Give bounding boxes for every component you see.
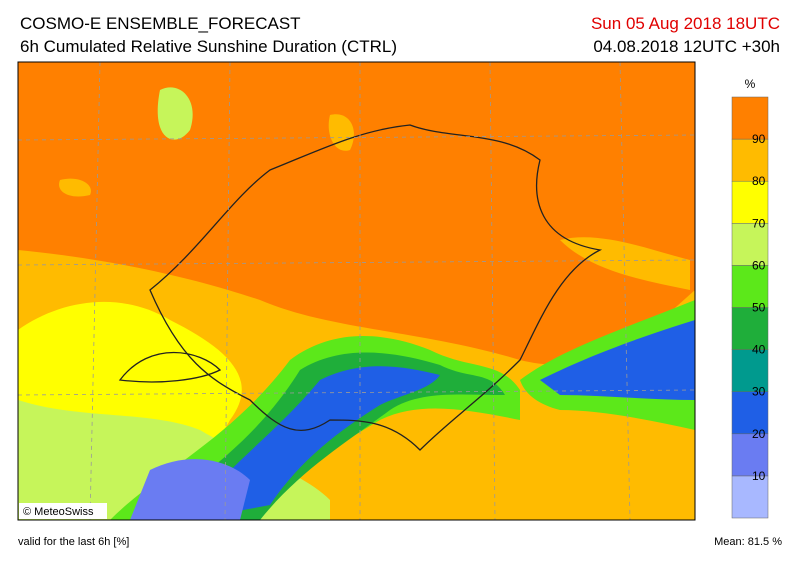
borders [118, 124, 603, 451]
colorbar-tick-label: 10 [752, 469, 766, 483]
subtitle: 6h Cumulated Relative Sunshine Duration … [20, 37, 397, 56]
colorbar-segment [731, 223, 769, 266]
colorbar-tick-label: 80 [752, 174, 766, 188]
colorbar-segment [731, 349, 769, 392]
colorbar-segment [731, 433, 769, 477]
colorbar-segment [731, 180, 769, 224]
footer-note: valid for the last 6h [%] [18, 536, 129, 548]
map-frame [17, 61, 696, 521]
colorbar-tick-label: 70 [752, 216, 766, 230]
map-field [18, 62, 695, 520]
colorbar-tick-label: 30 [752, 385, 766, 399]
footer-mean: Mean: 81.5 % [714, 536, 782, 548]
credit: © MeteoSwiss [23, 506, 94, 518]
title: COSMO-E ENSEMBLE_FORECAST [20, 14, 301, 33]
colorbar-segment [731, 391, 769, 435]
colorbar-segment [731, 138, 769, 182]
colorbar-tick-label: 40 [752, 343, 766, 357]
colorbar-segment [731, 96, 769, 140]
credit-box [19, 503, 107, 519]
colorbar: 10 20 30 40 50 60 70 80 90 [731, 96, 769, 519]
valid-time: Sun 05 Aug 2018 18UTC [591, 14, 780, 33]
colorbar-unit: % [745, 77, 756, 91]
run-time: 04.08.2018 12UTC +30h [593, 37, 780, 56]
colorbar-segment [731, 307, 769, 350]
graticule [18, 62, 695, 520]
colorbar-tick-label: 50 [752, 301, 766, 315]
colorbar-tick-label: 90 [752, 132, 766, 146]
colorbar-segment [731, 265, 769, 308]
colorbar-tick-label: 60 [752, 258, 766, 272]
colorbar-tick-label: 20 [752, 427, 766, 441]
